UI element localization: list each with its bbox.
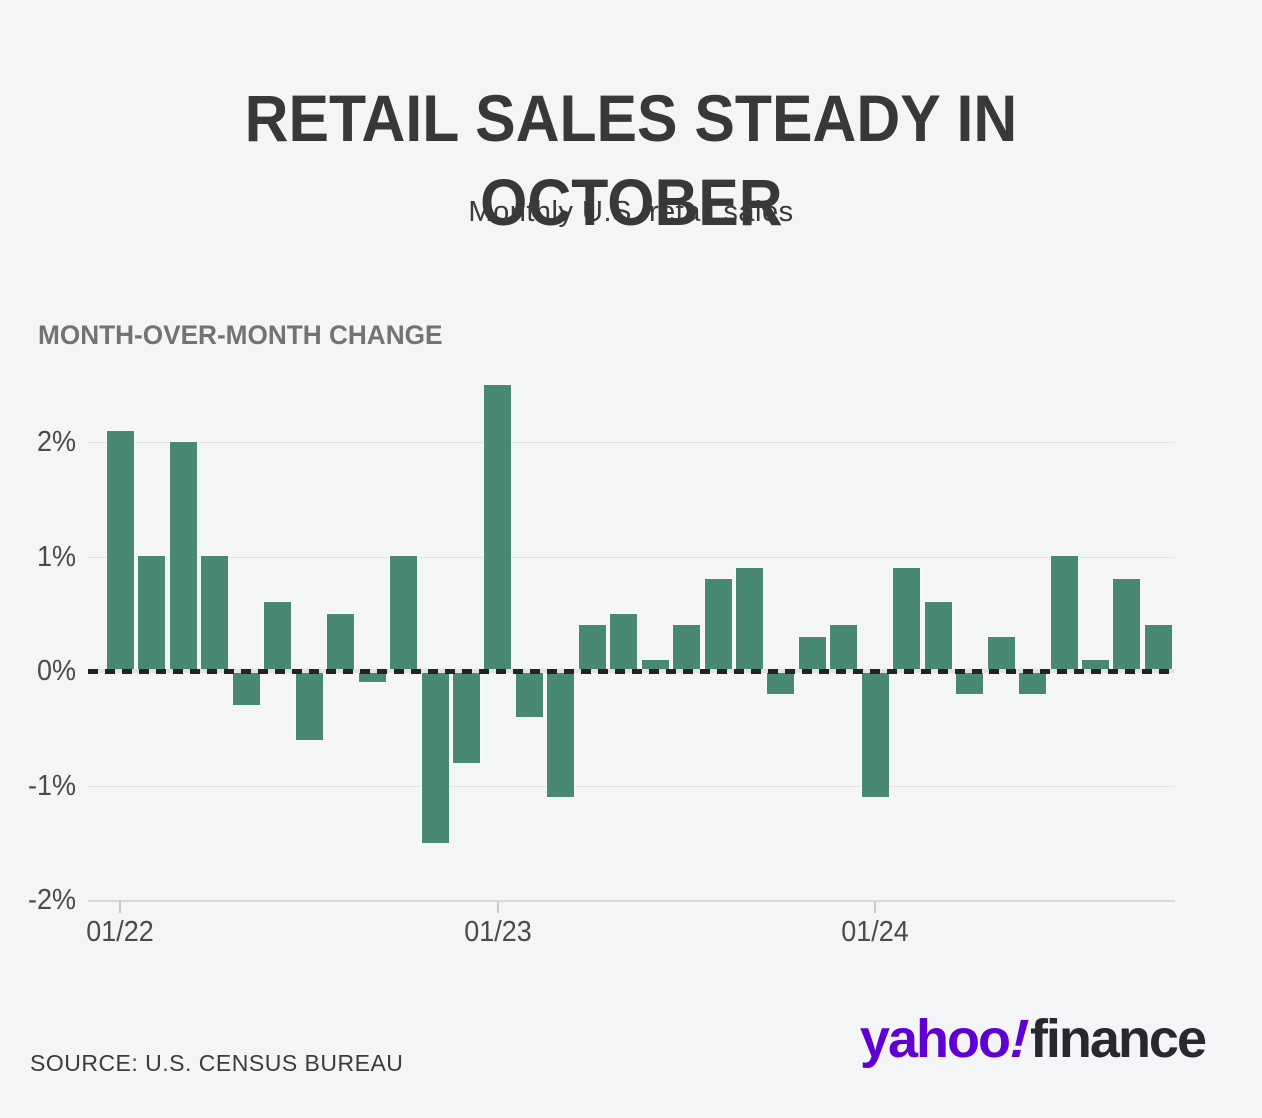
yahoo-wordmark: yahoo — [859, 1009, 1011, 1069]
bar-09-23 — [735, 567, 764, 672]
gridline--2% — [88, 900, 1175, 902]
gridline-1% — [88, 557, 1175, 558]
yahoo-finance-logo: yahoo!finance — [859, 1008, 1207, 1070]
x-axis-tick-01-23 — [497, 901, 499, 913]
y-axis-label-2%: 2% — [37, 426, 76, 458]
page-title-line-2: OCTOBER — [479, 165, 783, 240]
source-credit: SOURCE: U.S. CENSUS BUREAU — [30, 1050, 404, 1076]
bar-02-24 — [892, 567, 921, 672]
bar-08-23 — [704, 578, 733, 672]
bar-11-22 — [421, 670, 450, 844]
bar-06-23 — [641, 659, 670, 672]
bar-10-24 — [1144, 624, 1173, 672]
y-axis-label--2%: -2% — [28, 884, 76, 916]
finance-wordmark: finance — [1029, 1009, 1207, 1069]
bar-08-22 — [326, 613, 355, 672]
bar-12-23 — [829, 624, 858, 672]
chart-subtitle: Monthly U.S. retail sales — [468, 196, 794, 228]
bar-07-22 — [295, 670, 324, 741]
bar-04-23 — [578, 624, 607, 672]
bar-03-23 — [546, 670, 575, 798]
x-axis-label-01-23: 01/23 — [464, 916, 532, 948]
bar-09-24 — [1112, 578, 1141, 672]
bar-chart: 2% 1% 0% -1% -2% 01/22 01/23 01/24 — [28, 371, 1175, 948]
bar-06-24 — [1018, 670, 1047, 695]
bar-09-22 — [358, 670, 387, 683]
bar-10-23 — [766, 670, 795, 695]
bar-08-24 — [1081, 659, 1110, 672]
x-axis-label-01-24: 01/24 — [841, 916, 909, 948]
bar-06-22 — [263, 601, 292, 672]
zero-dashed-line — [88, 669, 1175, 674]
section-label: MONTH-OVER-MONTH CHANGE — [38, 320, 443, 350]
bar-01-24 — [861, 670, 890, 798]
x-axis-tick-01-24 — [874, 901, 876, 913]
bar-07-23 — [672, 624, 701, 672]
y-axis-label-0%: 0% — [37, 655, 76, 687]
bar-02-22 — [137, 555, 166, 672]
bar-11-23 — [798, 636, 827, 672]
x-axis-label-01-22: 01/22 — [86, 916, 154, 948]
bar-01-23 — [483, 384, 512, 672]
bar-05-24 — [987, 636, 1016, 672]
gridline--1% — [88, 786, 1175, 787]
bar-12-22 — [452, 670, 481, 764]
bar-05-22 — [232, 670, 261, 706]
bar-03-24 — [924, 601, 953, 672]
page-title: RETAIL SALES STEADY IN OCTOBER — [0, 76, 1262, 244]
bar-04-24 — [955, 670, 984, 695]
gridline-2% — [88, 442, 1175, 443]
page-title-line-1: RETAIL SALES STEADY IN — [244, 81, 1018, 156]
x-axis-tick-01-22 — [119, 901, 121, 913]
bar-02-23 — [515, 670, 544, 718]
bar-01-22 — [106, 430, 135, 672]
y-axis-label--1%: -1% — [28, 770, 76, 802]
bar-05-23 — [609, 613, 638, 672]
y-axis-label-1%: 1% — [37, 541, 76, 573]
bar-10-22 — [389, 555, 418, 672]
bar-04-22 — [200, 555, 229, 672]
bar-03-22 — [169, 441, 198, 672]
bar-07-24 — [1050, 555, 1079, 672]
